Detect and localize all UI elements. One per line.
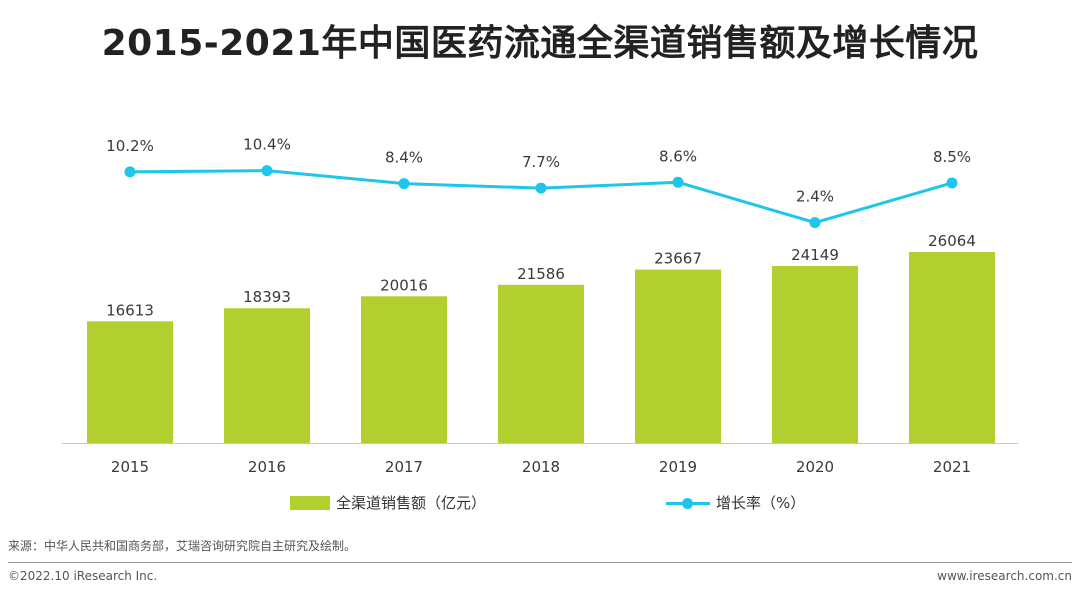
growth-label-2016: 10.4% <box>243 136 291 154</box>
x-tick-label-2020: 2020 <box>796 458 834 476</box>
x-tick-label-2021: 2021 <box>933 458 971 476</box>
bar-2017 <box>361 296 447 443</box>
growth-point-2019 <box>672 176 684 188</box>
legend-line-swatch <box>666 496 710 510</box>
bar-2019 <box>635 269 721 443</box>
bar-value-label-2019: 23667 <box>654 250 702 268</box>
footer-website: www.iresearch.com.cn <box>937 569 1072 583</box>
chart-legend: 全渠道销售额（亿元） 增长率（%） <box>0 492 1080 516</box>
growth-label-2017: 8.4% <box>385 149 423 167</box>
x-tick-label-2015: 2015 <box>111 458 149 476</box>
bar-value-label-2015: 16613 <box>106 301 154 319</box>
growth-label-2021: 8.5% <box>933 148 971 166</box>
bar-2016 <box>224 308 310 443</box>
growth-point-2021 <box>946 177 958 189</box>
chart-title: 2015-2021年中国医药流通全渠道销售额及增长情况 <box>101 23 979 64</box>
source-note: 来源：中华人民共和国商务部，艾瑞咨询研究院自主研究及绘制。 <box>8 539 357 553</box>
growth-point-2015 <box>124 166 136 178</box>
bar-value-label-2021: 26064 <box>928 232 976 250</box>
growth-point-2018 <box>535 182 547 194</box>
footer-copyright: ©2022.10 iResearch Inc. <box>8 569 158 583</box>
x-tick-label-2017: 2017 <box>385 458 423 476</box>
growth-label-2015: 10.2% <box>106 137 154 155</box>
growth-label-2020: 2.4% <box>796 188 834 206</box>
growth-point-2020 <box>809 217 821 229</box>
x-tick-label-2016: 2016 <box>248 458 286 476</box>
bar-2021 <box>909 252 995 443</box>
bar-2015 <box>87 321 173 443</box>
bar-2020 <box>772 266 858 443</box>
growth-point-2017 <box>398 178 410 190</box>
legend-growth-label: 增长率（%） <box>716 494 806 512</box>
legend-item-sales: 全渠道销售额（亿元） <box>290 492 486 513</box>
bar-2018 <box>498 284 584 443</box>
legend-item-growth: 增长率（%） <box>666 492 805 513</box>
growth-point-2016 <box>261 165 273 177</box>
growth-label-2019: 8.6% <box>659 147 697 165</box>
x-tick-label-2019: 2019 <box>659 458 697 476</box>
bar-value-label-2018: 21586 <box>517 265 565 283</box>
footer-divider <box>8 562 1072 563</box>
growth-label-2018: 7.7% <box>522 153 560 171</box>
x-tick-label-2018: 2018 <box>522 458 560 476</box>
bar-value-label-2020: 24149 <box>791 246 839 264</box>
legend-sales-label: 全渠道销售额（亿元） <box>336 494 487 512</box>
bar-value-label-2017: 20016 <box>380 276 428 294</box>
bar-value-label-2016: 18393 <box>243 288 291 306</box>
legend-bar-swatch <box>290 495 330 510</box>
